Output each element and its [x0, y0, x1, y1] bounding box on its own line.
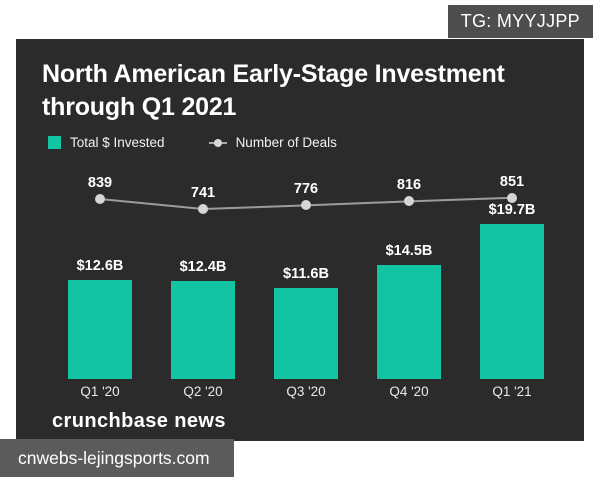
bar-value-label: $19.7B: [488, 202, 536, 218]
deals-value-label: 816: [396, 177, 422, 194]
chart-title-line1: North American Early-Stage Investment: [42, 60, 505, 88]
deals-point-marker: [507, 192, 517, 203]
bar-value-label: $11.6B: [283, 266, 329, 282]
bar-value-label: $12.6B: [76, 258, 124, 274]
bar-value-label: $14.5B: [385, 243, 433, 259]
deals-value-label: 851: [499, 173, 525, 190]
bar-series-swatch-icon: [48, 136, 61, 149]
tg-watermark-badge: TG: MYYJJPP: [447, 5, 593, 38]
line-series-marker-icon: [208, 137, 227, 149]
deals-value-label: 741: [190, 185, 216, 201]
legend-label-total-invested: Total $ Invested: [70, 135, 165, 150]
deals-point-marker: [198, 204, 208, 214]
bar-value-label: $12.4B: [179, 259, 227, 275]
legend-item-number-of-deals: Number of Deals: [208, 135, 337, 150]
chart-panel: North American Early-Stage Investment thr…: [16, 39, 584, 441]
bar-Q3 '20: [274, 288, 338, 379]
legend: Total $ Invested Number of Deals: [48, 135, 337, 150]
x-axis-label: Q3 '20: [286, 384, 326, 399]
deals-point-marker: [95, 194, 105, 204]
plot-area: $12.6B Q1 '20 839 $12.4B Q2 '20 741 $11.6B Q3 '…: [16, 39, 584, 441]
x-axis-label: Q4 '20: [389, 384, 429, 399]
legend-item-total-invested: Total $ Invested: [48, 135, 165, 150]
legend-label-number-of-deals: Number of Deals: [235, 135, 337, 150]
bar-Q4 '20: [377, 265, 441, 379]
deals-point-marker: [301, 200, 311, 211]
bar-Q1 '21: [480, 224, 544, 379]
bar-Q1 '20: [68, 280, 132, 379]
chart-title: North American Early-Stage Investment thr…: [42, 58, 505, 124]
site-watermark-badge: cnwebs-lejingsports.com: [0, 439, 234, 477]
bar-Q2 '20: [171, 281, 235, 379]
source-logo-crunchbase-news: crunchbase news: [52, 410, 226, 432]
x-axis-label: Q1 '20: [80, 384, 120, 399]
deals-point-marker: [404, 196, 414, 207]
deals-value-label: 839: [87, 175, 113, 191]
x-axis-label: Q2 '20: [183, 384, 223, 399]
x-axis-label: Q1 '21: [492, 384, 532, 399]
line-dot: [213, 138, 222, 147]
deals-value-label: 776: [293, 181, 319, 198]
chart-title-line2: through Q1 2021: [42, 93, 237, 121]
